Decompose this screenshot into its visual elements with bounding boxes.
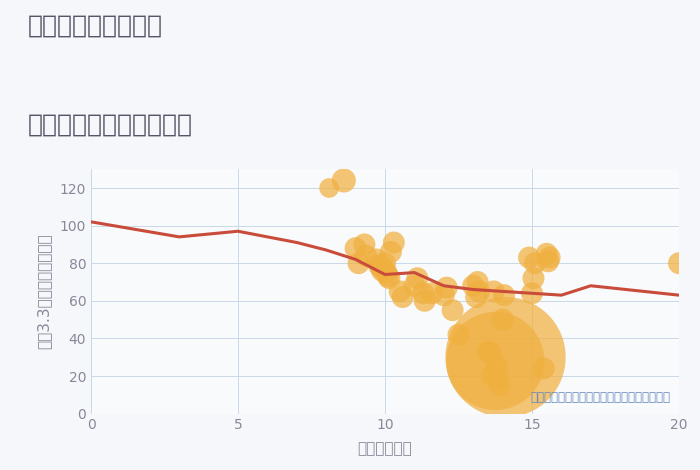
Point: [500, 353, 511, 361]
Point: [389, 239, 400, 246]
Point: [493, 374, 504, 382]
Point: [418, 290, 429, 297]
Point: [529, 259, 540, 267]
Point: [359, 241, 370, 248]
Text: 円の大きさは、取引のあった物件面積を示す: 円の大きさは、取引のあった物件面積を示す: [530, 391, 670, 404]
Point: [470, 293, 482, 301]
Point: [673, 259, 685, 267]
Point: [409, 282, 420, 290]
Point: [482, 348, 493, 355]
Point: [360, 252, 372, 259]
Point: [426, 290, 438, 297]
Point: [528, 274, 539, 282]
Point: [394, 288, 405, 295]
Point: [544, 254, 555, 261]
Point: [350, 244, 361, 252]
Point: [370, 256, 382, 263]
Point: [497, 316, 508, 323]
Point: [323, 184, 335, 192]
Point: [375, 263, 386, 271]
Point: [541, 250, 552, 258]
Point: [542, 258, 554, 265]
Y-axis label: 坪（3.3㎡）単価（万円）: 坪（3.3㎡）単価（万円）: [36, 234, 51, 349]
X-axis label: 駅距離（分）: 駅距離（分）: [358, 441, 412, 456]
Point: [438, 291, 449, 299]
Point: [382, 273, 393, 280]
Point: [538, 365, 550, 372]
Point: [441, 284, 452, 291]
Point: [447, 306, 458, 314]
Point: [353, 259, 364, 267]
Point: [381, 269, 392, 276]
Point: [490, 357, 501, 365]
Point: [419, 297, 430, 305]
Point: [385, 248, 396, 256]
Point: [485, 350, 496, 357]
Point: [494, 382, 505, 389]
Point: [526, 290, 538, 297]
Point: [379, 259, 391, 267]
Text: 埼玉県鴻巣市鎌塚の: 埼玉県鴻巣市鎌塚の: [28, 14, 163, 38]
Point: [397, 293, 408, 301]
Point: [472, 278, 483, 286]
Point: [338, 177, 349, 184]
Point: [524, 254, 535, 261]
Point: [491, 363, 503, 370]
Point: [378, 265, 389, 273]
Point: [498, 291, 510, 299]
Point: [486, 372, 498, 380]
Point: [377, 267, 388, 274]
Point: [473, 288, 484, 295]
Point: [374, 261, 385, 269]
Point: [488, 288, 499, 295]
Point: [468, 282, 479, 290]
Text: 駅距離別中古戸建て価格: 駅距離別中古戸建て価格: [28, 113, 193, 137]
Point: [412, 274, 423, 282]
Point: [384, 274, 395, 282]
Point: [453, 331, 464, 338]
